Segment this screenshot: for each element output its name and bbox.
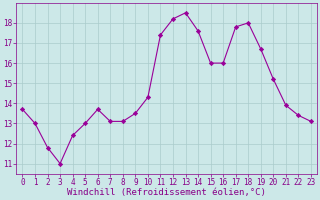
X-axis label: Windchill (Refroidissement éolien,°C): Windchill (Refroidissement éolien,°C): [67, 188, 266, 197]
